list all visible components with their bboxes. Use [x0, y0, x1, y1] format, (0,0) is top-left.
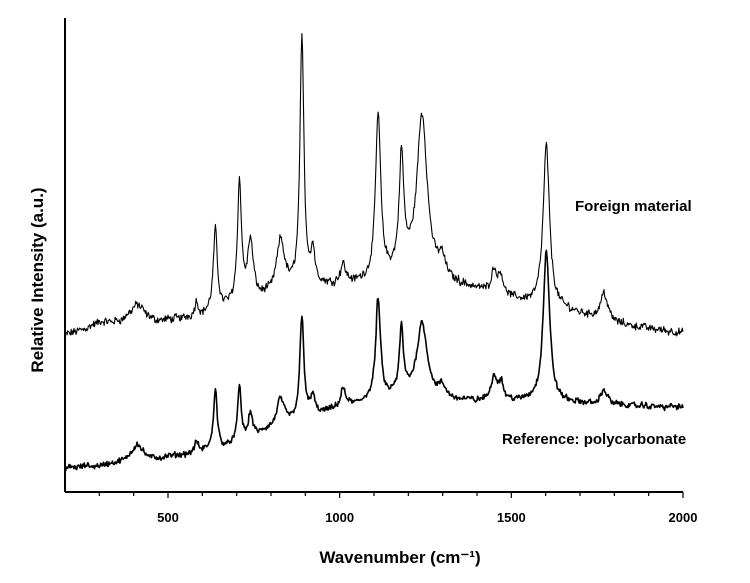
x-axis-title: Wavenumber (cm⁻¹)	[319, 548, 480, 567]
axes-group	[64, 18, 683, 493]
x-tick-label: 500	[157, 510, 179, 525]
y-axis-title: Relative Intensity (a.u.)	[28, 187, 47, 372]
series-label-reference: Reference: polycarbonate	[502, 431, 686, 448]
x-ticks-group: 500 1000 1500 2000	[98, 492, 698, 525]
x-tick-label: 1000	[325, 510, 354, 525]
series-line-foreign-material	[64, 33, 684, 337]
series-label-foreign-material: Foreign material	[575, 198, 692, 215]
series-group	[64, 33, 684, 472]
series-line-reference	[64, 249, 684, 472]
x-tick-label: 1500	[497, 510, 526, 525]
x-tick-label: 2000	[669, 510, 698, 525]
